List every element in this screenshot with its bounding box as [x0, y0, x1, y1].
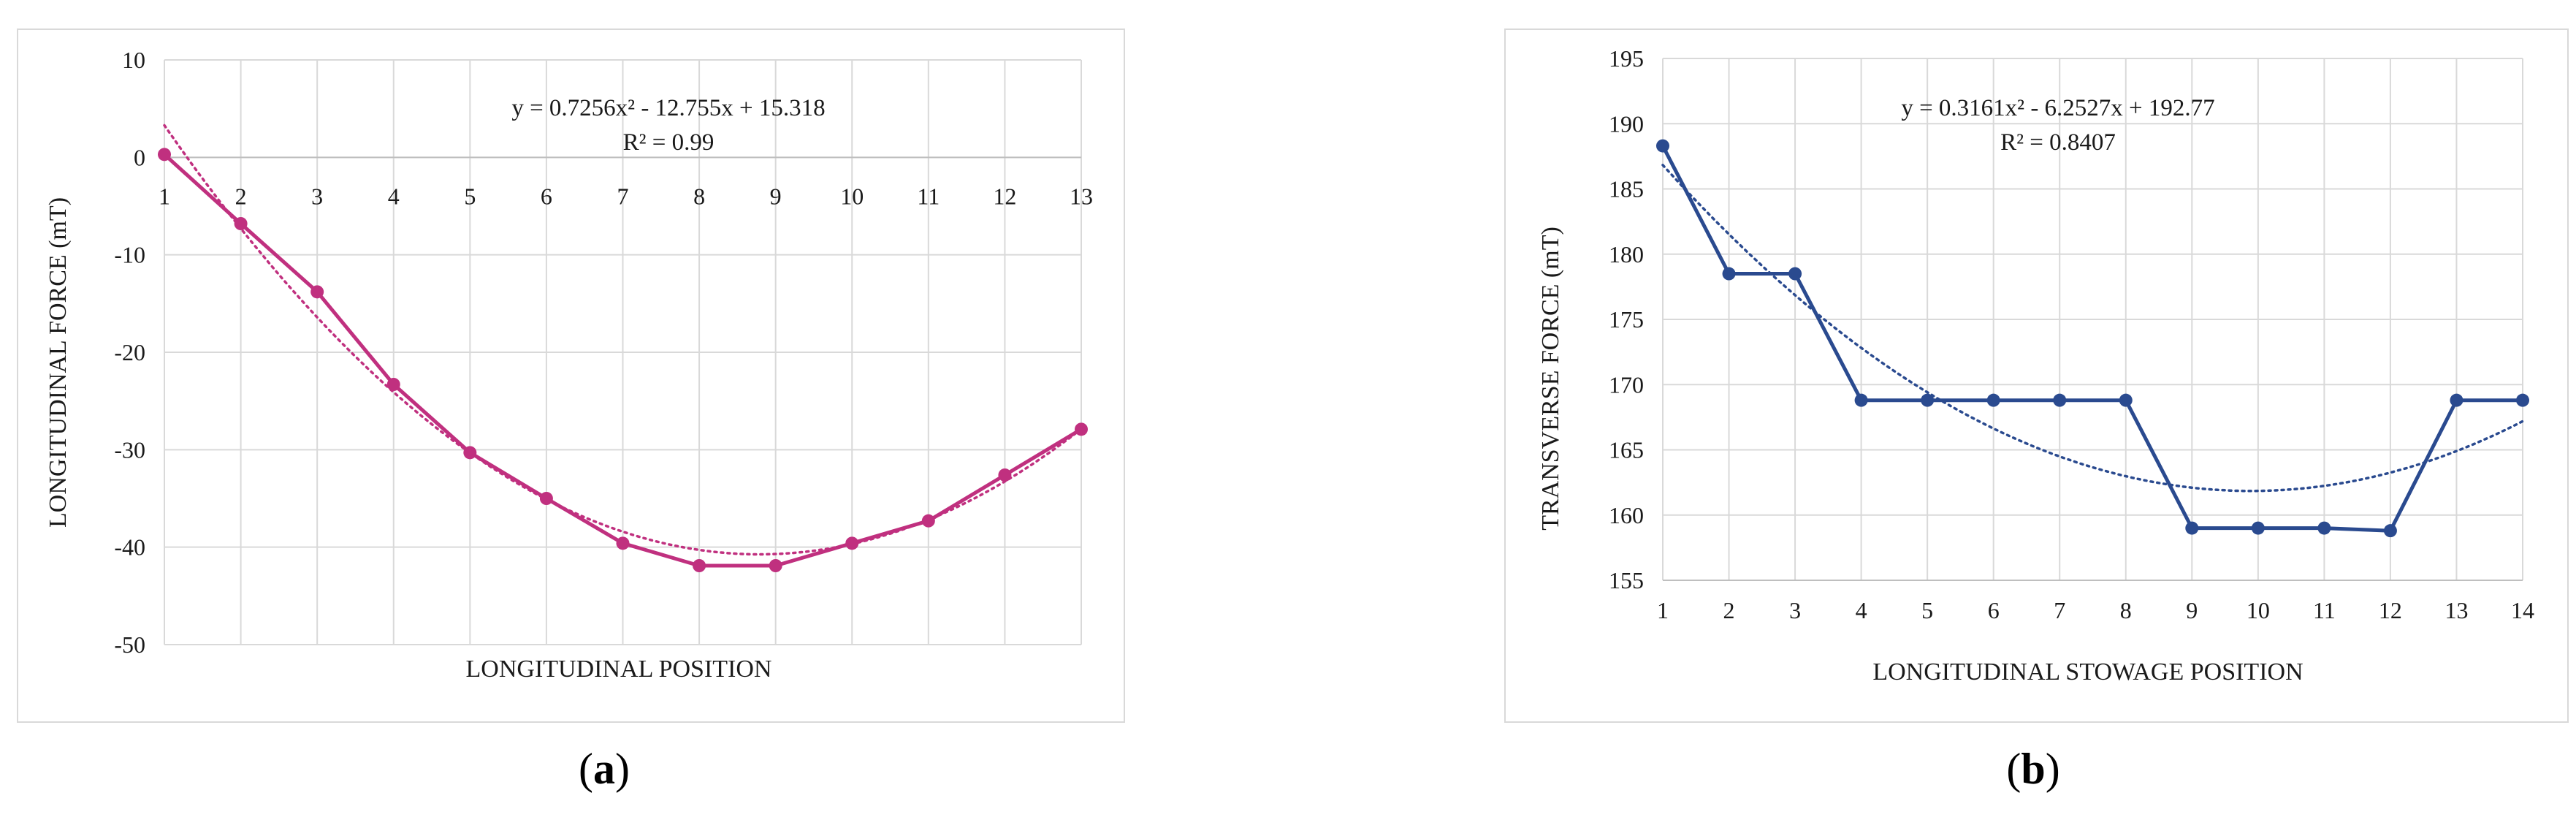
chart-b-data-point — [2450, 393, 2463, 407]
chart-a-x-tick-label: 6 — [541, 183, 552, 209]
chart-b-data-point — [2516, 393, 2529, 407]
chart-b-x-tick-label: 10 — [2247, 597, 2270, 623]
chart-b-data-point — [1656, 139, 1669, 153]
chart-b-data-point — [2383, 524, 2397, 538]
chart-a-caption: (a) — [579, 745, 630, 793]
chart-a-x-tick-label: 5 — [464, 183, 476, 209]
chart-b-r-squared: R² = 0.8407 — [2000, 129, 2116, 156]
chart-a-y-ticks: 10 0 -10 -20 -30 -40 -50 — [114, 47, 145, 658]
chart-a-data-point — [386, 378, 400, 391]
chart-a-data-point — [158, 148, 171, 162]
chart-a-x-tick-label: 8 — [693, 183, 705, 209]
chart-b-y-tick-label: 175 — [1609, 306, 1644, 333]
chart-b-y-tick-label: 165 — [1609, 437, 1644, 463]
chart-a: 100-10-20-30-40-50 1 2 3 4 5 6 7 8 9 10 11 12 13 y =… — [17, 29, 1125, 793]
chart-a-data-point — [463, 446, 477, 460]
chart-a-x-tick-label: 12 — [993, 183, 1016, 209]
chart-a-y-tick-label: -10 — [114, 242, 145, 268]
chart-a-x-tick-label: 9 — [770, 183, 782, 209]
chart-a-data-point — [769, 559, 782, 572]
chart-b-x-tick-label: 12 — [2379, 597, 2402, 623]
chart-b-x-tick-label: 13 — [2444, 597, 2468, 623]
chart-b-data-point — [2119, 393, 2133, 407]
chart-a-data-point — [998, 468, 1012, 482]
chart-b-equation: y = 0.3161x² - 6.2527x + 192.77 — [1901, 95, 2214, 121]
chart-b-x-ticks: 1 2 3 4 5 6 7 8 9 10 11 12 13 14 — [1657, 597, 2534, 623]
chart-panel-b: 195 190 185 180 175 170 165 160 155 1 2 3 4 5 6 7 8 9 10 1… — [1288, 0, 2576, 820]
chart-b-data-point — [1722, 267, 1736, 281]
chart-b-x-tick-label: 8 — [2120, 597, 2132, 623]
chart-b-data-point — [2251, 521, 2265, 535]
chart-b-y-tick-label: 180 — [1609, 241, 1644, 267]
chart-b-x-tick-label: 7 — [2054, 597, 2065, 623]
chart-b-series-line — [1661, 145, 2523, 533]
chart-b-data-point — [1788, 267, 1802, 281]
chart-panel-a: 10 0 -10 -20 -30 -40 -50 1 2 3 4 5 6 7 8 9 10 11 12 13 y =… — [17, 29, 1125, 793]
chart-b-data-point — [2317, 521, 2331, 535]
chart-a-y-tick-label: -30 — [114, 436, 145, 463]
chart-b-x-tick-label: 4 — [1856, 597, 1867, 623]
chart-b-x-axis-title: LONGITUDINAL STOWAGE POSITION — [1872, 658, 2303, 686]
chart-a-frame — [17, 29, 1125, 723]
chart-a-data-point — [616, 536, 630, 550]
chart-a-series — [158, 148, 1088, 572]
chart-b-x-tick-label: 11 — [2313, 597, 2336, 623]
chart-a-y-tick-label: 10 — [122, 47, 145, 73]
chart-a-data-point — [539, 492, 553, 505]
chart-b-y-tick-label: 155 — [1609, 567, 1644, 593]
chart-b-y-tick-label: 185 — [1609, 176, 1644, 202]
chart-b-trendline — [1661, 164, 2524, 493]
chart-a-x-tick-label: 11 — [917, 183, 940, 209]
chart-b-x-tick-label: 1 — [1657, 597, 1669, 623]
chart-b-series — [1656, 139, 2529, 538]
chart-a-y-tick-label: 0 — [134, 144, 145, 170]
chart-a-x-tick-label: 4 — [388, 183, 400, 209]
chart-a-y-axis-title: LONGITUDINAL FORCE (mT) — [45, 197, 72, 528]
chart-b-x-tick-label: 5 — [1921, 597, 1933, 623]
chart-b-caption: (b) — [2006, 745, 2059, 793]
chart-b-x-tick-label: 6 — [1988, 597, 2000, 623]
chart-b-y-tick-label: 195 — [1609, 45, 1644, 72]
chart-a-data-point — [693, 559, 706, 572]
chart-a-x-tick-label: 7 — [617, 183, 629, 209]
chart-b-trendline-path — [1661, 164, 2524, 493]
chart-b-y-axis-title: TRANSVERSE FORCE (mT) — [1537, 227, 1564, 531]
chart-b-data-point — [1854, 393, 1868, 407]
chart-a-y-tick-label: -40 — [114, 534, 145, 561]
chart-a-equation: y = 0.7256x² - 12.755x + 15.318 — [511, 95, 825, 121]
chart-a-y-tick-label: -50 — [114, 631, 145, 658]
chart-a-data-point — [234, 217, 248, 230]
chart-b-data-point — [1986, 393, 2000, 407]
chart-a-data-point — [845, 536, 859, 550]
chart-a-x-tick-label: 2 — [235, 183, 247, 209]
chart-a-x-tick-label: 10 — [840, 183, 864, 209]
chart-a-x-tick-label: 1 — [159, 183, 170, 209]
chart-a-r-squared: R² = 0.99 — [623, 129, 715, 156]
chart-a-data-point — [1075, 422, 1088, 436]
chart-a-data-point — [921, 514, 935, 528]
chart-b-data-point — [2185, 521, 2199, 535]
chart-b-x-tick-label: 14 — [2511, 597, 2534, 623]
chart-b-y-ticks: 195 190 185 180 175 170 165 160 155 — [1609, 45, 1644, 593]
chart-b-data-point — [1921, 393, 1935, 407]
chart-b-y-tick-label: 160 — [1609, 502, 1644, 528]
chart-b-x-tick-label: 3 — [1789, 597, 1801, 623]
chart-b-y-tick-label: 190 — [1609, 110, 1644, 137]
chart-a-x-tick-label: 13 — [1070, 183, 1093, 209]
chart-b-y-tick-label: 170 — [1609, 371, 1644, 398]
chart-a-x-tick-label: 3 — [311, 183, 323, 209]
chart-a-data-point — [310, 285, 324, 299]
chart-b-x-tick-label: 9 — [2186, 597, 2198, 623]
chart-a-x-ticks: 1 2 3 4 5 6 7 8 9 10 11 12 13 — [159, 183, 1093, 209]
chart-b-x-tick-label: 2 — [1723, 597, 1735, 623]
chart-a-x-axis-title: LONGITUDINAL POSITION — [466, 656, 772, 683]
chart-b-data-point — [2053, 393, 2067, 407]
chart-a-y-tick-label: -20 — [114, 339, 145, 365]
